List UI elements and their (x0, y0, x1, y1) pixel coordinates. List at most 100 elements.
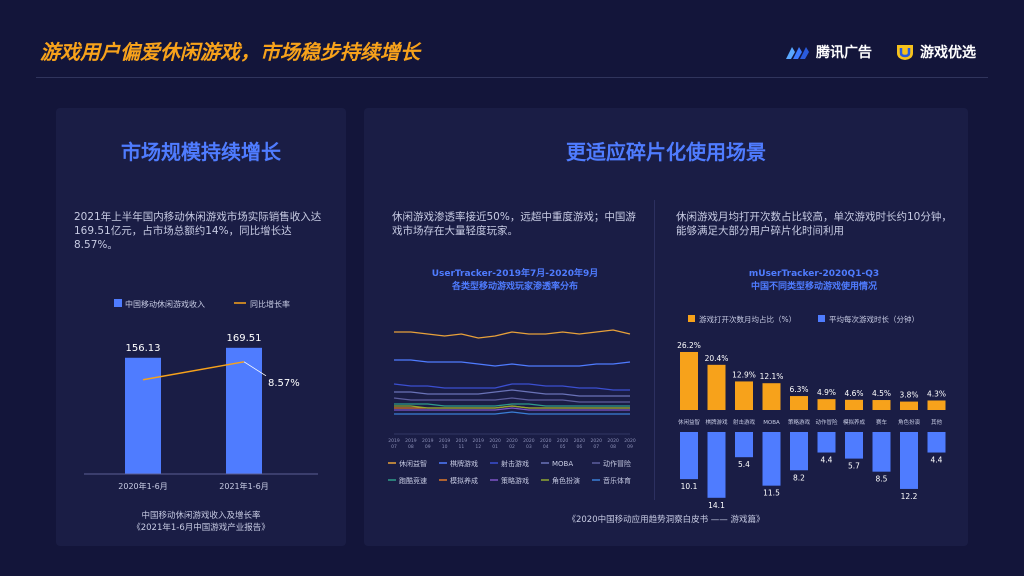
opens-bar (845, 399, 863, 410)
penetration-chart-title-line1: UserTracker-2019年7月-2020年9月 (431, 269, 599, 279)
growth-rate-label: 8.57% (268, 378, 300, 389)
legend-label-line: 跑酷竞速 (399, 476, 427, 485)
opens-value-label: 4.3% (927, 389, 946, 398)
duration-bar (762, 432, 781, 486)
category-label: 动作冒险 (815, 418, 838, 426)
legend-label-revenue: 中国移动休闲游戏收入 (125, 299, 205, 309)
youxi-youxuan-label: 游戏优选 (920, 45, 976, 61)
x-tick-label-year: 2020 (540, 438, 552, 444)
duration-value-label: 12.2 (901, 492, 918, 501)
legend-label-duration: 平均每次游戏时长（分钟） (829, 314, 919, 324)
usage-bar-chart: 游戏打开次数月均占比（%） 平均每次游戏时长（分钟） 26.2% 休闲益智 10.1 20… (677, 314, 946, 508)
market-size-caption: 中国移动休闲游戏收入及增长率 《2021年1-6月中国游戏产业报告》 (56, 510, 346, 534)
duration-bar (790, 432, 808, 471)
revenue-category-label: 2020年1-6月 (118, 481, 167, 491)
x-tick-label-year: 2019 (405, 438, 417, 444)
panel-divider (654, 200, 655, 500)
revenue-chart: 中国移动休闲游戏收入 同比增长率 156.13 2020年1-6月 169.51 202… (84, 299, 318, 491)
opens-value-label: 4.9% (817, 388, 836, 397)
legend-label-line: 角色扮演 (552, 476, 580, 485)
duration-bar (680, 432, 698, 480)
duration-value-label: 4.4 (821, 456, 833, 465)
penetration-chart-title-line2: 各类型移动游戏玩家渗透率分布 (451, 282, 578, 292)
x-tick-label-year: 2019 (473, 438, 485, 444)
series-line-3 (394, 389, 630, 397)
opens-value-label: 26.2% (677, 341, 701, 350)
x-tick-label-year: 2020 (506, 438, 518, 444)
category-label: 赛车 (876, 418, 888, 426)
x-tick-label-month: 07 (593, 444, 599, 450)
x-tick-label-month: 05 (560, 444, 566, 450)
category-label: 射击游戏 (733, 418, 756, 426)
series-line-7 (394, 407, 630, 411)
tencent-ads-label: 腾讯广告 (816, 45, 872, 61)
opens-value-label: 4.5% (872, 389, 891, 398)
opens-bar (872, 400, 891, 410)
duration-bar (845, 432, 863, 459)
penetration-text: 休闲游戏渗透率接近50%，远超中重度游戏；中国游戏市场存在大量轻度玩家。 (392, 211, 636, 237)
header-divider (36, 77, 988, 78)
x-tick-label-month: 02 (509, 444, 515, 450)
youxi-youxuan-logo: 游戏优选 (896, 42, 976, 62)
usage-chart-title-line1: mUserTracker-2020Q1-Q3 (748, 269, 880, 279)
revenue-bar (226, 347, 262, 474)
x-tick-label-year: 2019 (388, 438, 400, 444)
opens-value-label: 6.3% (789, 385, 808, 394)
x-tick-label-month: 11 (459, 444, 465, 450)
duration-value-label: 4.4 (931, 456, 943, 465)
legend-label-line: 休闲益智 (399, 459, 427, 468)
category-label: 其他 (931, 418, 943, 426)
category-label: 模拟养成 (843, 418, 866, 426)
opens-value-label: 12.1% (760, 372, 784, 381)
series-line-1 (394, 359, 631, 367)
opens-value-label: 12.9% (732, 370, 756, 379)
x-tick-label-month: 04 (543, 444, 549, 450)
x-tick-label-month: 12 (475, 444, 481, 450)
x-tick-label-year: 2020 (489, 438, 501, 444)
revenue-category-label: 2021年1-6月 (219, 481, 268, 491)
x-tick-label-year: 2020 (523, 438, 535, 444)
opens-bar (817, 399, 836, 410)
revenue-value-label: 156.13 (126, 343, 161, 354)
legend-swatch-revenue (114, 299, 122, 307)
market-size-text: 2021年上半年国内移动休闲游戏市场实际销售收入达169.51亿元，占市场总额约… (74, 211, 322, 251)
x-tick-label-year: 2020 (607, 438, 619, 444)
category-label: 策略游戏 (788, 418, 811, 426)
penetration-chart-title: UserTracker-2019年7月-2020年9月 各类型移动游戏玩家渗透率… (384, 268, 646, 294)
youxi-shield-icon (897, 45, 913, 60)
category-label: 角色扮演 (898, 418, 921, 426)
duration-value-label: 10.1 (681, 482, 698, 491)
opens-bar (735, 381, 753, 410)
market-size-caption-source: 《2021年1-6月中国游戏产业报告》 (132, 523, 270, 533)
x-tick-label-year: 2020 (591, 438, 603, 444)
series-line-9 (394, 411, 630, 415)
series-line-5 (394, 403, 630, 407)
market-size-caption-title: 中国移动休闲游戏收入及增长率 (141, 511, 261, 521)
legend-label-line: 模拟养成 (450, 476, 478, 485)
x-tick-label-year: 2020 (557, 438, 569, 444)
x-tick-label-year: 2020 (574, 438, 586, 444)
usage-source: 《2020中国移动应用趋势洞察白皮书 —— 游戏篇》 (567, 515, 765, 525)
opens-value-label: 3.8% (899, 391, 918, 400)
penetration-line-chart: 2019072019082019092019102019112019122020… (388, 329, 636, 485)
legend-label-opens: 游戏打开次数月均占比（%） (699, 314, 796, 324)
x-tick-label-month: 03 (526, 444, 532, 450)
duration-value-label: 5.4 (738, 460, 750, 469)
series-line-8 (394, 405, 630, 409)
usage-chart-title: mUserTracker-2020Q1-Q3 中国不同类型移动游戏使用情况 (664, 268, 964, 294)
legend-label-line: 棋牌游戏 (450, 459, 478, 468)
x-tick-label-month: 10 (442, 444, 448, 450)
series-line-0 (394, 329, 631, 339)
duration-bar (927, 432, 946, 453)
legend-label-line: 动作冒险 (603, 459, 631, 468)
series-line-4 (393, 397, 630, 403)
opens-bar (680, 351, 698, 410)
duration-bar (707, 432, 726, 498)
category-label: MOBA (763, 420, 780, 426)
opens-bar (790, 396, 808, 410)
duration-value-label: 5.7 (848, 462, 860, 471)
legend-label-line: 策略游戏 (501, 476, 529, 485)
duration-bar (872, 432, 891, 472)
legend-swatch-opens (688, 315, 695, 322)
tencent-ads-icon (786, 47, 809, 59)
